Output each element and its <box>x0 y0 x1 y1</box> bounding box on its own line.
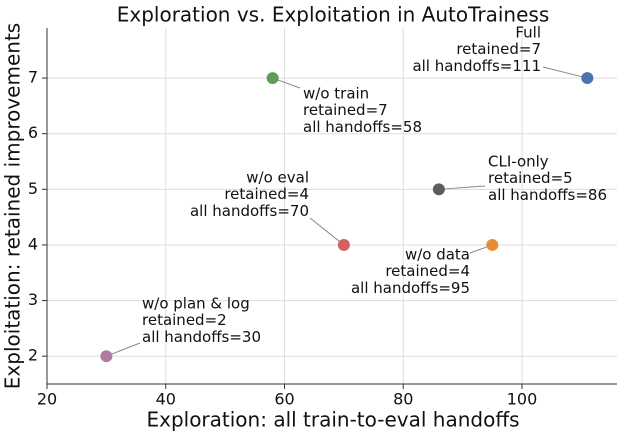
y-axis-label: Exploitation: retained improvements <box>1 23 25 389</box>
x-tick-label: 40 <box>156 390 176 409</box>
annotation: all handoffs=111 <box>412 57 541 75</box>
y-tick-label: 5 <box>28 179 38 198</box>
annotation: w/o data <box>405 246 470 264</box>
annotation: all handoffs=70 <box>190 202 309 220</box>
x-tick-label: 80 <box>393 390 413 409</box>
y-tick-label: 2 <box>28 346 38 365</box>
annotation: retained=4 <box>385 262 470 280</box>
chart-title: Exploration vs. Exploitation in AutoTrai… <box>117 3 550 27</box>
annotation: Full <box>515 24 541 42</box>
x-tick-label: 100 <box>507 390 538 409</box>
annotation: retained=7 <box>303 101 388 119</box>
annotation: retained=4 <box>224 185 309 203</box>
annotation: CLI-only <box>488 153 549 171</box>
annotation: retained=5 <box>488 169 573 187</box>
annotation: all handoffs=86 <box>488 186 607 204</box>
y-tick-label: 7 <box>28 68 38 87</box>
point <box>100 350 113 363</box>
point <box>486 238 499 251</box>
y-tick-label: 4 <box>28 234 38 253</box>
x-tick-label: 60 <box>274 390 294 409</box>
annotation: w/o train <box>303 85 369 103</box>
annotation: retained=2 <box>142 311 227 329</box>
annotation: retained=7 <box>456 40 541 58</box>
leader-line <box>438 185 486 190</box>
annotation: all handoffs=58 <box>303 118 422 136</box>
x-axis-label: Exploration: all train-to-eval handoffs <box>146 408 519 432</box>
point <box>266 72 279 85</box>
y-tick-label: 6 <box>28 123 38 142</box>
annotation: all handoffs=95 <box>351 279 470 297</box>
y-tick-label: 3 <box>28 290 38 309</box>
leader-line <box>542 66 588 79</box>
point <box>337 238 350 251</box>
annotation: w/o eval <box>246 169 309 187</box>
x-tick-label: 20 <box>37 390 57 409</box>
annotation: all handoffs=30 <box>142 328 261 346</box>
annotation: w/o plan & log <box>142 295 250 313</box>
leader-line <box>106 342 141 357</box>
point <box>432 183 445 196</box>
point <box>581 72 594 85</box>
leader-line <box>309 217 345 246</box>
